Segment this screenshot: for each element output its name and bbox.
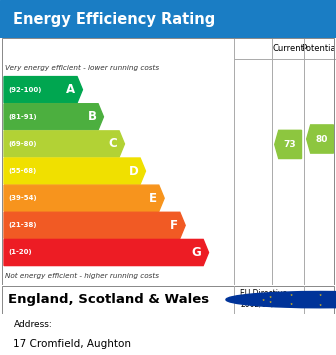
- Text: (39-54): (39-54): [8, 195, 37, 201]
- Text: (21-38): (21-38): [8, 222, 37, 228]
- Polygon shape: [275, 130, 301, 159]
- Polygon shape: [4, 212, 185, 239]
- Text: ★: ★: [269, 300, 272, 304]
- Text: 73: 73: [284, 140, 296, 149]
- Text: (92-100): (92-100): [8, 87, 41, 93]
- Text: F: F: [170, 219, 178, 232]
- Text: 80: 80: [316, 135, 328, 143]
- Text: England, Scotland & Wales: England, Scotland & Wales: [8, 293, 210, 306]
- Text: Potential: Potential: [301, 44, 336, 53]
- Polygon shape: [4, 104, 103, 130]
- Text: 17 Cromfield, Aughton: 17 Cromfield, Aughton: [13, 339, 131, 349]
- Polygon shape: [4, 77, 82, 103]
- Text: Not energy efficient - higher running costs: Not energy efficient - higher running co…: [5, 273, 159, 279]
- Text: (69-80): (69-80): [8, 141, 37, 147]
- Text: B: B: [87, 110, 96, 123]
- Text: (81-91): (81-91): [8, 114, 37, 120]
- Text: Very energy efficient - lower running costs: Very energy efficient - lower running co…: [5, 65, 159, 71]
- Circle shape: [226, 291, 336, 308]
- Text: (55-68): (55-68): [8, 168, 36, 174]
- Polygon shape: [4, 131, 124, 157]
- Text: Energy Efficiency Rating: Energy Efficiency Rating: [13, 12, 216, 27]
- Text: A: A: [66, 83, 75, 96]
- Text: ★: ★: [261, 297, 264, 302]
- Text: EU Directive: EU Directive: [240, 289, 287, 298]
- Text: ★: ★: [290, 302, 293, 306]
- Text: Current: Current: [272, 44, 304, 53]
- Polygon shape: [307, 125, 333, 153]
- Text: Address:: Address:: [13, 320, 52, 329]
- Text: ★: ★: [290, 293, 293, 297]
- Text: ★: ★: [319, 293, 322, 297]
- Text: (1-20): (1-20): [8, 250, 32, 256]
- Text: 2002/91/EC: 2002/91/EC: [240, 300, 284, 308]
- Text: ★: ★: [319, 302, 322, 307]
- Text: ★: ★: [269, 295, 272, 299]
- Polygon shape: [4, 158, 145, 184]
- Text: G: G: [192, 246, 202, 259]
- Text: D: D: [129, 165, 138, 178]
- Text: C: C: [109, 137, 117, 151]
- Polygon shape: [4, 185, 164, 211]
- Text: E: E: [149, 192, 157, 205]
- Polygon shape: [4, 239, 209, 266]
